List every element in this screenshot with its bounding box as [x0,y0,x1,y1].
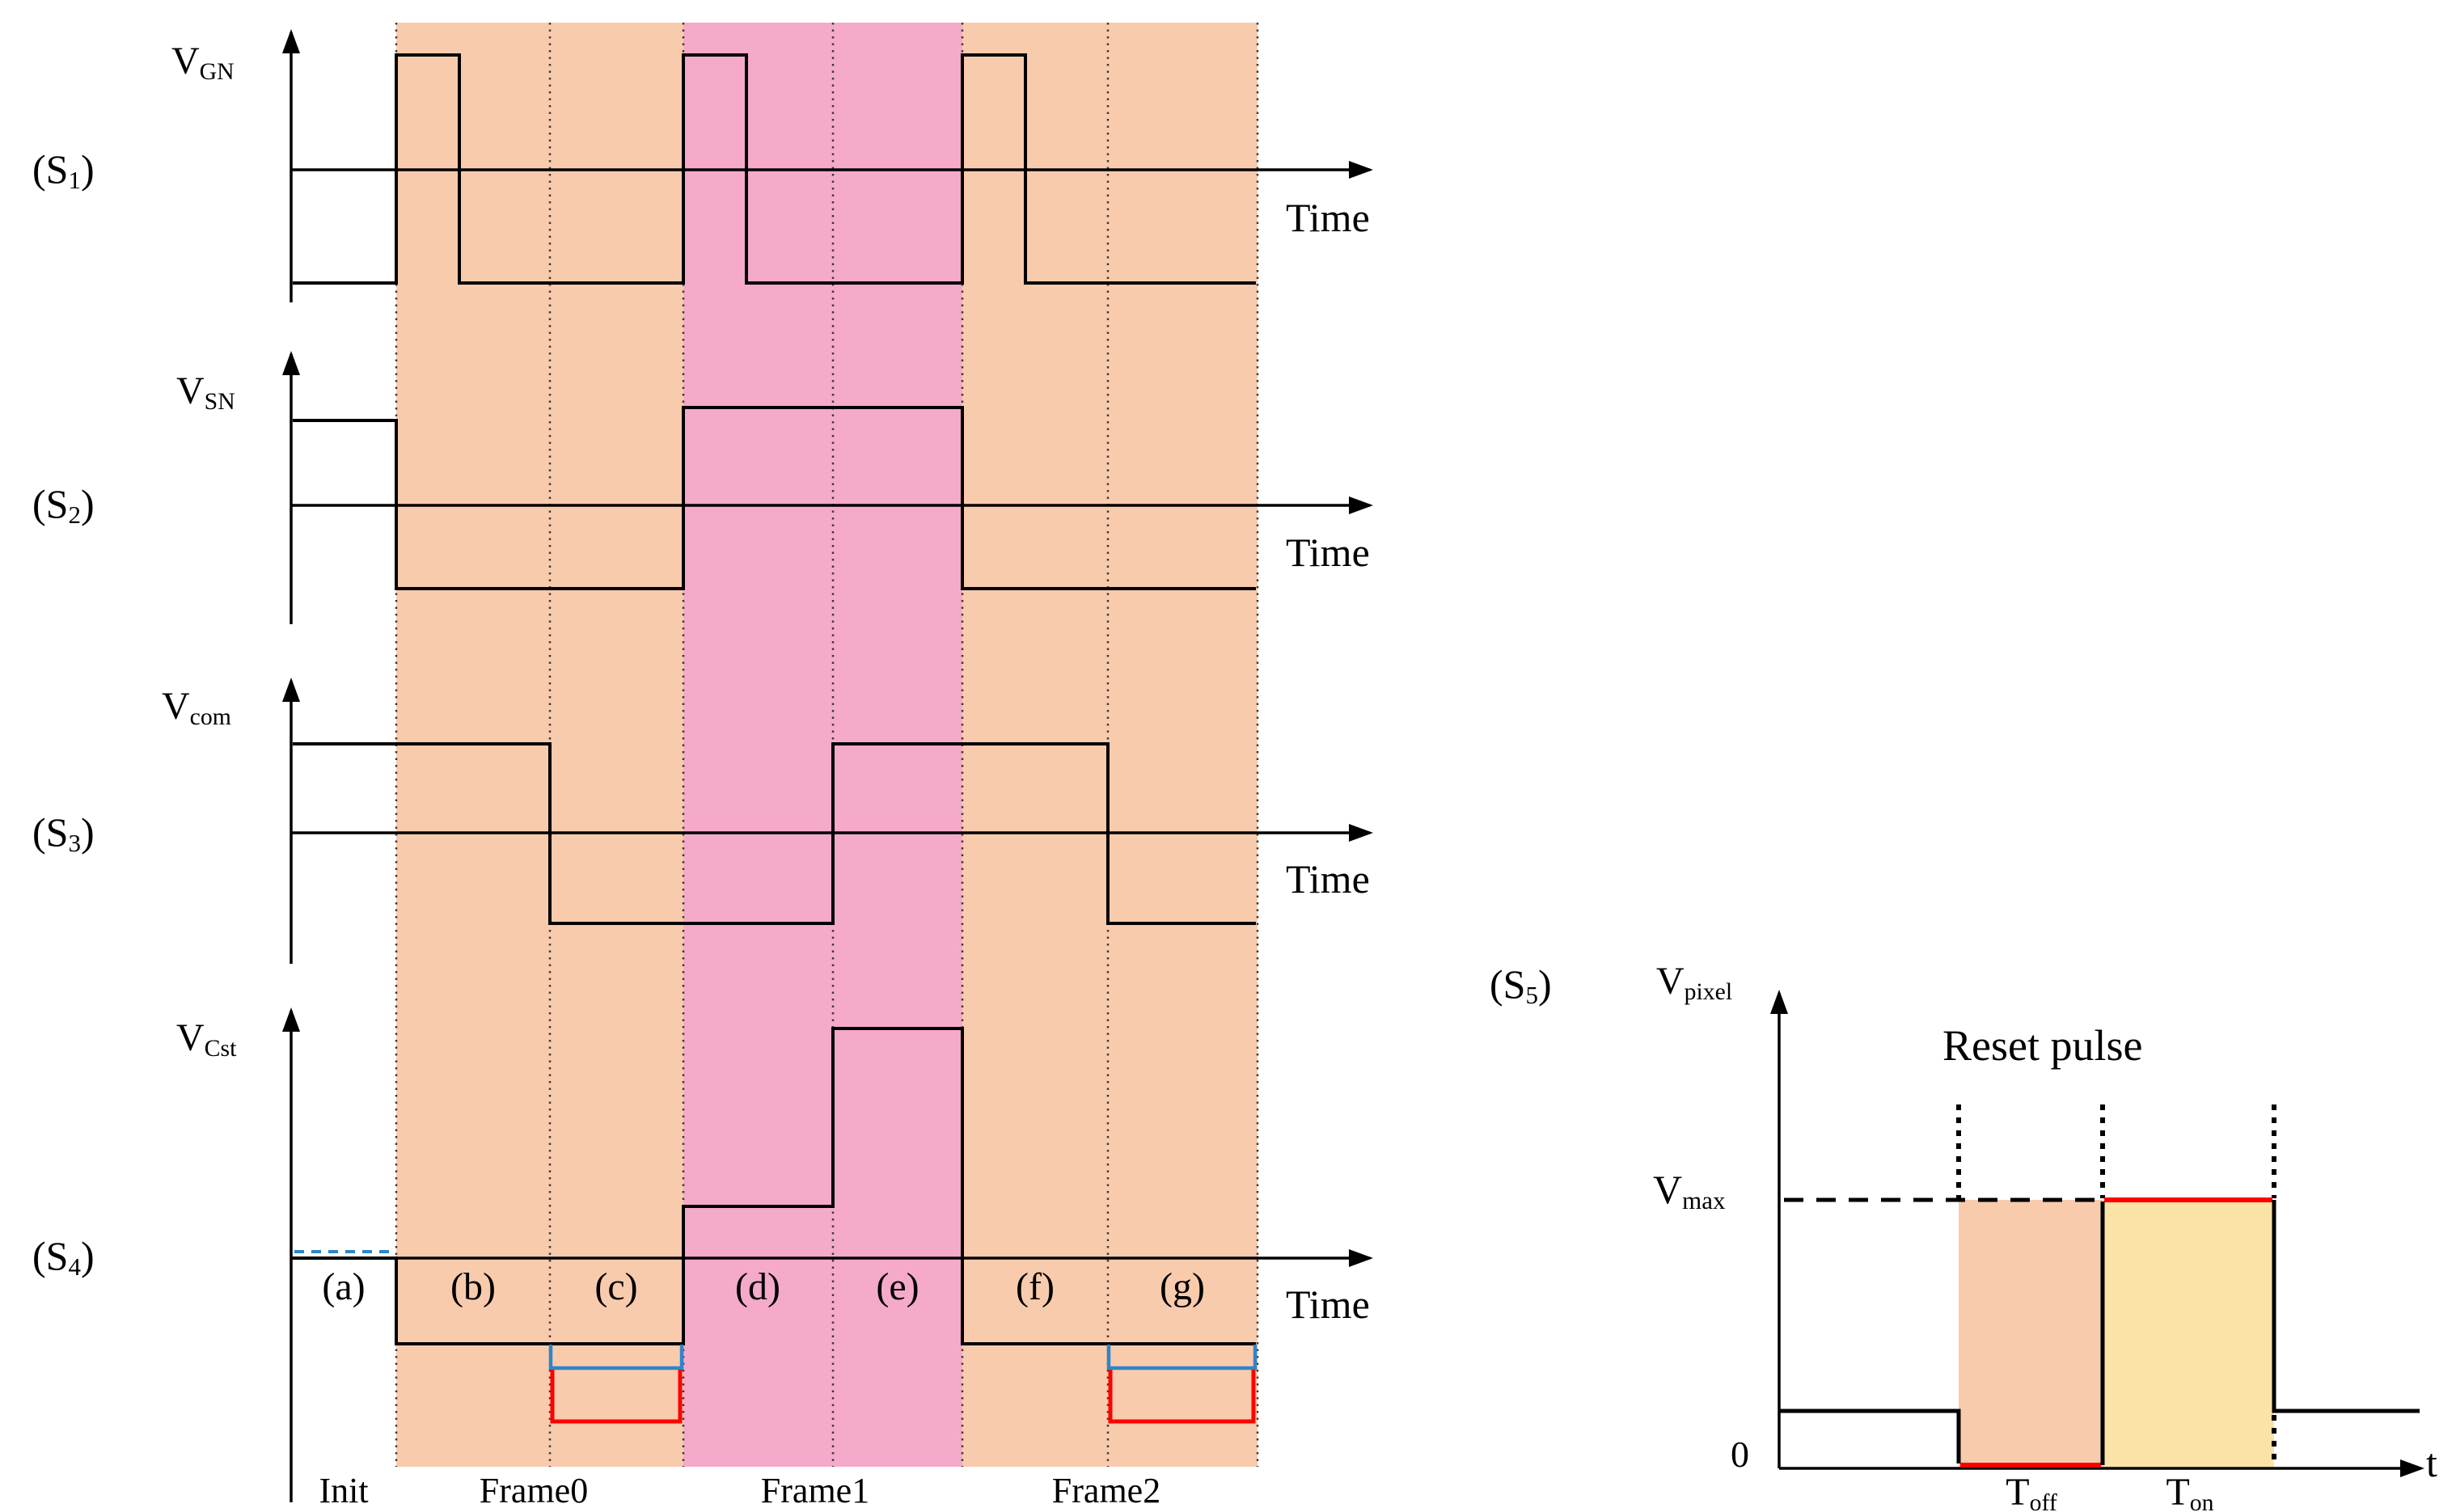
frame-label-init: Init [319,1473,368,1509]
phase-label-g-text: (g) [1160,1265,1205,1308]
vcom-axis-label-text: V [162,685,190,728]
vgn-axis-label-text: V [171,40,200,82]
s3-row-label-sub: 3 [68,828,81,857]
frame-label-1-text: Frame1 [760,1471,870,1510]
phase-label-e: (e) [876,1268,919,1307]
phase-label-d: (d) [735,1268,780,1307]
s5-row-label-text: ) [1537,961,1552,1007]
toff-label-text: T [2006,1471,2030,1512]
s3-waveform [293,742,1256,925]
phase-label-d-text: (d) [735,1265,780,1308]
vmax-label-sub: max [1682,1185,1726,1214]
vsn-axis-label-text: V [176,370,205,412]
reset-pulse-label-text: Reset pulse [1942,1021,2143,1070]
s2-row-label-text: (S [32,481,69,526]
time-label-s4: Time [1286,1284,1370,1324]
s2-waveform [293,406,1256,590]
vcom-axis-label-sub: com [189,703,231,730]
time-label-s4-text: Time [1286,1282,1370,1327]
frame-label-2: Frame2 [1052,1473,1160,1509]
phase-label-b: (b) [450,1268,496,1307]
t-axis-label-text: t [2426,1440,2437,1485]
s4-row-label: (S4) [32,1233,95,1279]
frame-label-2-text: Frame2 [1051,1471,1161,1510]
s5-ton-band [2103,1200,2274,1467]
s1-row-label: (S1) [32,146,95,192]
phase-label-a: (a) [322,1268,365,1307]
reset-pulse-label: Reset pulse [1942,1024,2142,1067]
s4-row-label-sub: 4 [68,1252,81,1281]
s4-phase-c-red-level [550,1370,683,1424]
time-label-s1-text: Time [1286,195,1370,240]
vcom-axis-label: Vcom [162,685,231,729]
t-axis-label: t [2426,1442,2437,1483]
s1-waveform [293,53,1256,285]
vgn-axis-label: VGN [171,40,235,83]
s5-signal-left [1779,1409,1961,1463]
s3-row-label: (S3) [32,809,95,855]
vmax-label-text: V [1653,1167,1683,1212]
phase-label-f-text: (f) [1016,1265,1055,1308]
time-label-s3: Time [1286,859,1370,899]
toff-label: Toff [2006,1473,2057,1512]
s3-row-label-text: ) [80,809,95,855]
ton-label-text: T [2166,1471,2190,1512]
s2-row-label: (S2) [32,481,95,527]
s5-toff-band [1959,1200,2103,1467]
s4-row-label-text: (S [32,1233,69,1278]
frame-label-init-text: Init [319,1471,369,1510]
vsn-axis-label-sub: SN [204,387,235,415]
s5-row-label-text: (S [1490,961,1526,1007]
phase-label-e-text: (e) [876,1265,919,1308]
s4-waveform-black [293,1027,1256,1345]
s3-row-label-text: (S [32,809,69,855]
time-label-s2-text: Time [1286,530,1370,575]
zero-label: 0 [1731,1436,1749,1473]
s5-signal-right [2272,1200,2420,1413]
time-label-s2: Time [1286,532,1370,572]
vpixel-axis-label: Vpixel [1656,960,1732,1003]
frame-label-0: Frame0 [480,1473,588,1509]
phase-label-g: (g) [1160,1268,1205,1307]
vgn-axis-label-sub: GN [199,57,235,85]
frame-label-1: Frame1 [761,1473,869,1509]
s1-row-label-text: (S [32,146,69,192]
vpixel-axis-label-sub: pixel [1684,978,1733,1005]
s5-row-label-sub: 5 [1525,980,1538,1009]
vcst-axis-label-sub: Cst [204,1034,237,1062]
s4-row-label-text: ) [80,1233,95,1278]
phase-label-f: (f) [1016,1268,1055,1307]
vcst-axis-label: VCst [176,1016,236,1060]
s4-phase-g-red-level [1108,1370,1256,1424]
s2-row-label-sub: 2 [68,500,81,529]
phase-label-c: (c) [594,1268,637,1307]
s4-phase-c-blue-level [548,1345,684,1371]
s2-row-label-text: ) [80,481,95,526]
phase-label-b-text: (b) [450,1265,496,1308]
ton-label: Ton [2166,1473,2213,1512]
frame-label-0-text: Frame0 [479,1471,589,1510]
phase-label-c-text: (c) [594,1265,638,1308]
zero-label-text: 0 [1731,1434,1749,1475]
s5-row-label: (S5) [1490,961,1552,1007]
s1-row-label-sub: 1 [68,165,81,194]
vmax-label: Vmax [1653,1167,1725,1213]
time-label-s3-text: Time [1286,856,1370,902]
s4-phase-g-blue-level [1106,1345,1258,1371]
vpixel-axis-label-text: V [1656,960,1685,1003]
s1-row-label-text: ) [80,146,95,192]
phase-label-a-text: (a) [322,1265,366,1308]
toff-label-sub: off [2029,1489,2057,1512]
vcst-axis-label-text: V [176,1016,205,1059]
vsn-axis-label: VSN [176,370,235,413]
time-label-s1: Time [1286,197,1370,238]
ton-label-sub: on [2189,1489,2214,1512]
